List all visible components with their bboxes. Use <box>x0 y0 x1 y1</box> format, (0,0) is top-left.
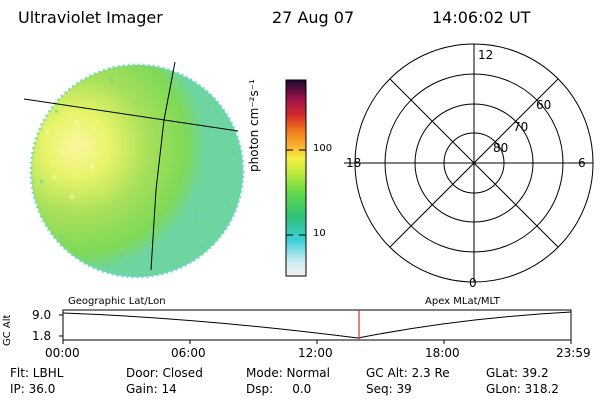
mlt-label-12: 12 <box>478 48 494 62</box>
colorbar-tick-100: 100 <box>313 143 333 154</box>
timeline-ytick-bottom: 1.8 <box>32 329 52 343</box>
geo-latitude-line <box>23 98 239 132</box>
colorbar <box>285 79 307 277</box>
timeline-xtick-0600: 06:00 <box>171 346 206 360</box>
mlat-label-70: 70 <box>513 120 529 134</box>
status-door: Door: Closed <box>126 366 203 380</box>
status-dsp: Dsp: 0.0 <box>246 382 312 396</box>
mlt-label-6: 6 <box>578 156 586 170</box>
geo-longitude-line <box>150 61 176 271</box>
timeline-xtick-1200: 12:00 <box>298 346 333 360</box>
mlt-label-18: 18 <box>346 156 362 170</box>
status-mode: Mode: Normal <box>246 366 330 380</box>
status-gc-alt: GC Alt: 2.3 Re <box>366 366 450 380</box>
image-time: 14:06:02 UT <box>432 8 531 27</box>
status-gain: Gain: 14 <box>126 382 177 396</box>
timeline-ylabel: GC Alt <box>2 314 13 346</box>
image-date: 27 Aug 07 <box>272 8 355 27</box>
mlt-label-0: 0 <box>469 276 477 290</box>
status-filter: Flt: LBHL <box>10 366 64 380</box>
instrument-title: Ultraviolet Imager <box>18 8 163 27</box>
timeline-xtick-1800: 18:00 <box>425 346 460 360</box>
geographic-caption: Geographic Lat/Lon <box>68 296 166 307</box>
colorbar-tick-10: 10 <box>313 228 326 239</box>
colorbar-unit-label: photon cm⁻²s⁻¹ <box>247 79 261 172</box>
uv-image-disk <box>29 63 245 279</box>
polar-plot <box>344 43 594 283</box>
timeline-plot <box>59 309 572 344</box>
apex-caption: Apex MLat/MLT <box>425 296 500 307</box>
timeline-xtick-2359: 23:59 <box>556 346 591 360</box>
status-glon: GLon: 318.2 <box>486 382 559 396</box>
timeline-ytick-top: 9.0 <box>32 308 52 322</box>
timeline-xtick-0000: 00:00 <box>45 346 80 360</box>
mlat-label-80: 80 <box>493 141 509 155</box>
status-glat: GLat: 39.2 <box>486 366 549 380</box>
mlat-label-60: 60 <box>536 98 552 112</box>
status-ip: IP: 36.0 <box>10 382 56 396</box>
status-seq: Seq: 39 <box>366 382 412 396</box>
